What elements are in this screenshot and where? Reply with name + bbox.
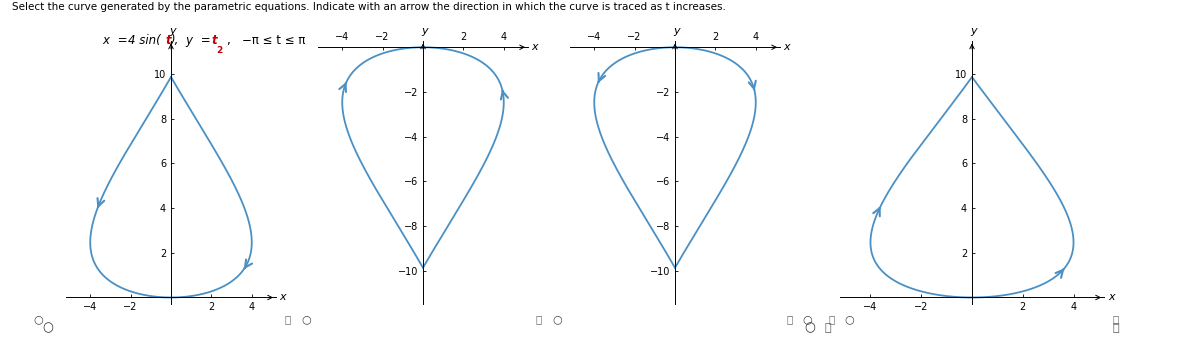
- Text: ⓘ: ⓘ: [1112, 314, 1120, 324]
- Text: y: y: [185, 34, 192, 47]
- Text: ○: ○: [301, 314, 311, 324]
- Text: ⓘ: ⓘ: [786, 314, 793, 324]
- Text: ○: ○: [34, 314, 43, 324]
- Text: x: x: [102, 34, 109, 47]
- Text: y: y: [971, 26, 977, 36]
- Text: ○: ○: [845, 314, 854, 324]
- Text: ⓘ: ⓘ: [824, 323, 832, 333]
- Text: ⓘ: ⓘ: [535, 314, 542, 324]
- Text: y: y: [421, 26, 428, 36]
- Text: t: t: [166, 34, 170, 47]
- Text: x: x: [784, 42, 790, 52]
- Text: Select the curve generated by the parametric equations. Indicate with an arrow t: Select the curve generated by the parame…: [12, 2, 726, 12]
- Text: ○: ○: [804, 321, 816, 334]
- Text: y: y: [673, 26, 680, 36]
- Text: x: x: [532, 42, 538, 52]
- Text: 4 sin(: 4 sin(: [128, 34, 161, 47]
- Text: ○: ○: [552, 314, 562, 324]
- Text: 2: 2: [216, 46, 223, 55]
- Text: =: =: [197, 34, 214, 47]
- Text: ⓘ: ⓘ: [828, 314, 835, 324]
- Text: ,   −π ≤ t ≤ π: , −π ≤ t ≤ π: [227, 34, 305, 47]
- Text: =: =: [114, 34, 131, 47]
- Text: x: x: [1108, 292, 1115, 303]
- Text: t: t: [211, 34, 217, 47]
- Text: ○: ○: [42, 321, 54, 334]
- Text: ⓘ: ⓘ: [1112, 323, 1120, 333]
- Text: x: x: [280, 292, 286, 303]
- Text: ○: ○: [803, 314, 812, 324]
- Text: ),: ),: [172, 34, 191, 47]
- Text: y: y: [169, 26, 176, 36]
- Text: ⓘ: ⓘ: [284, 314, 292, 324]
